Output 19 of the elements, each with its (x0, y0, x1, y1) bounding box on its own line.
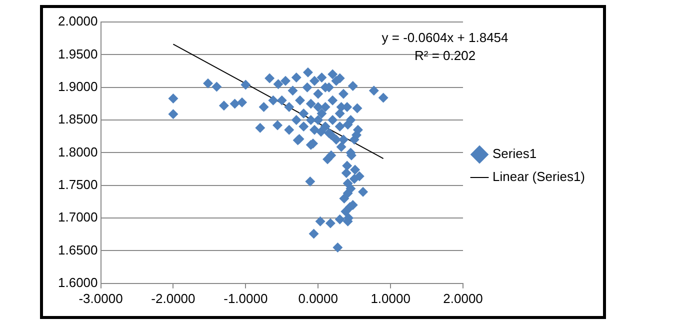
x-tick-label: -3.0000 (78, 290, 123, 306)
y-tick-label: 1.6000 (58, 274, 98, 290)
legend-label: Series1 (492, 146, 537, 162)
y-tick-label: 1.8500 (58, 112, 98, 127)
x-tick-label: 2.0000 (443, 290, 483, 306)
y-tick-label: 1.8000 (58, 144, 98, 160)
y-tick-label: 1.9000 (58, 78, 98, 94)
y-tick-label: 1.9500 (58, 46, 98, 62)
y-tick-label: 1.6500 (58, 242, 98, 258)
annotation: R² = 0.202 (414, 48, 476, 63)
y-tick-label: 2.0000 (58, 14, 98, 29)
y-tick-label: 1.7000 (58, 210, 98, 225)
x-tick-label: -2.0000 (151, 290, 196, 306)
x-tick-label: 1.0000 (370, 290, 410, 306)
y-tick-label: 1.7500 (58, 176, 98, 192)
annotation: y = -0.0604x + 1.8454 (382, 30, 508, 45)
legend-label: Linear (Series1) (492, 169, 586, 184)
x-tick-label: -1.0000 (224, 290, 268, 306)
x-tick-label: 0.0000 (298, 290, 338, 306)
